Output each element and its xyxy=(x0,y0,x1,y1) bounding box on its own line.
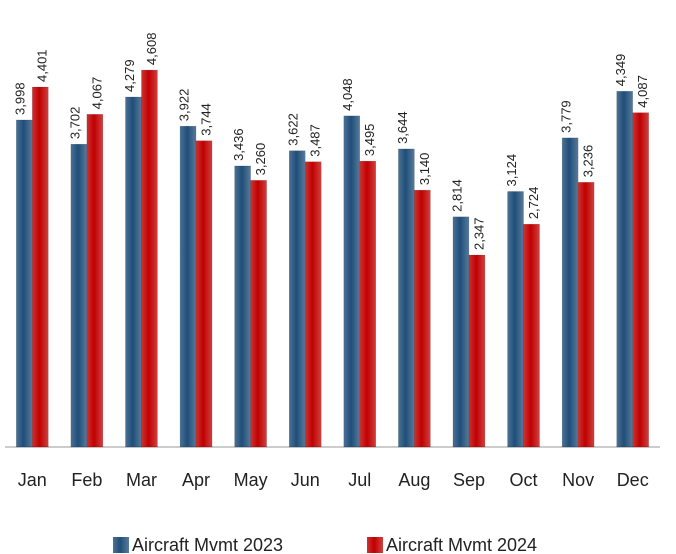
data-label: 2,347 xyxy=(471,217,486,250)
data-label: 3,495 xyxy=(362,124,377,157)
data-label: 3,779 xyxy=(559,100,574,133)
x-tick-label: Oct xyxy=(510,470,538,490)
bar xyxy=(507,191,524,448)
legend-label: Aircraft Mvmt 2023 xyxy=(132,535,283,554)
data-label: 3,744 xyxy=(198,103,213,136)
data-label: 3,124 xyxy=(504,154,519,187)
data-label: 3,236 xyxy=(581,145,596,178)
legend-swatch xyxy=(113,537,129,553)
x-tick-label: Aug xyxy=(398,470,430,490)
x-tick-label: Jul xyxy=(348,470,371,490)
bar xyxy=(632,112,649,448)
legend-label: Aircraft Mvmt 2024 xyxy=(386,535,537,554)
bar xyxy=(250,180,267,448)
x-tick-label: Dec xyxy=(617,470,649,490)
data-label: 4,349 xyxy=(613,54,628,87)
data-label: 3,260 xyxy=(253,143,268,176)
bar xyxy=(288,150,306,448)
data-label: 3,998 xyxy=(13,82,28,115)
x-tick-label: Jun xyxy=(291,470,320,490)
data-label: 3,622 xyxy=(286,113,301,146)
x-tick-label: Sep xyxy=(453,470,485,490)
data-label: 2,724 xyxy=(526,187,541,220)
bar xyxy=(32,86,49,448)
data-label: 4,048 xyxy=(340,78,355,111)
bar xyxy=(195,140,213,448)
bar xyxy=(16,119,33,448)
bar xyxy=(304,161,322,448)
bar xyxy=(561,137,579,448)
data-label: 3,436 xyxy=(231,128,246,161)
bar xyxy=(141,69,158,448)
bar xyxy=(70,143,88,448)
bar xyxy=(398,148,415,448)
data-label: 3,644 xyxy=(395,111,410,144)
data-label: 3,702 xyxy=(67,107,82,140)
data-label: 3,140 xyxy=(417,153,432,186)
legend-swatch xyxy=(367,537,383,553)
data-label: 4,608 xyxy=(144,33,159,66)
data-label: 3,922 xyxy=(176,89,191,122)
bar xyxy=(523,223,540,448)
bar xyxy=(86,114,104,448)
x-tick-label: Feb xyxy=(71,470,102,490)
bar xyxy=(179,125,197,448)
bar xyxy=(577,182,595,448)
x-tick-label: Apr xyxy=(182,470,210,490)
data-label: 2,814 xyxy=(449,179,464,212)
x-tick-label: Nov xyxy=(562,470,594,490)
bar xyxy=(468,254,486,448)
data-label: 4,279 xyxy=(122,59,137,92)
x-tick-label: May xyxy=(234,470,268,490)
bar xyxy=(616,91,633,448)
data-label: 3,487 xyxy=(308,124,323,157)
data-label: 4,087 xyxy=(635,75,650,108)
x-tick-label: Jan xyxy=(18,470,47,490)
x-tick-label: Mar xyxy=(126,470,157,490)
bar xyxy=(343,115,361,448)
bar xyxy=(359,160,377,448)
data-label: 4,067 xyxy=(89,77,104,110)
bar xyxy=(414,189,431,448)
bar xyxy=(234,165,251,448)
bar xyxy=(452,216,470,448)
bar xyxy=(125,96,142,448)
data-label: 4,401 xyxy=(35,49,50,82)
